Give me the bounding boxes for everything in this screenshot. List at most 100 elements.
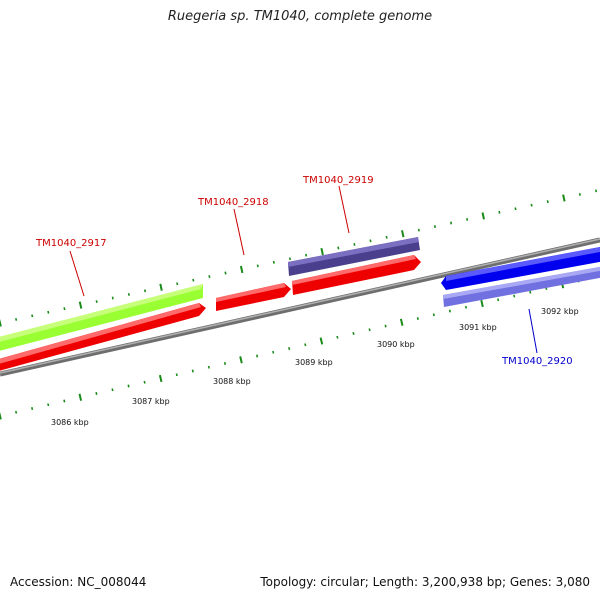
upper-track-minor-tick — [514, 207, 517, 211]
gene-label-2918[interactable]: TM1040_2918 — [197, 197, 269, 208]
lower-track-minor-tick — [368, 328, 371, 332]
upper-track-minor-tick — [111, 296, 114, 300]
upper-track-minor-tick — [288, 257, 291, 261]
upper-track-minor-tick — [337, 246, 340, 250]
scale-label-3089: 3089 kbp — [295, 358, 333, 367]
upper-track-minor-tick — [208, 275, 211, 278]
upper-track-major-tick — [0, 319, 2, 327]
lower-track-minor-tick — [432, 313, 435, 317]
lower-track-minor-tick — [127, 384, 130, 388]
lower-track-minor-tick — [464, 305, 468, 309]
upper-track-major-tick — [239, 265, 244, 274]
lower-track-major-tick — [158, 374, 163, 383]
lower-track-minor-tick — [47, 403, 50, 407]
lower-track-minor-tick — [256, 354, 259, 358]
lower-track-minor-tick — [175, 373, 178, 377]
upper-track-minor-tick — [143, 289, 147, 293]
upper-track-minor-tick — [127, 293, 130, 296]
upper-track-minor-tick — [433, 225, 436, 229]
lower-track-major-tick — [78, 393, 83, 401]
upper-track-minor-tick — [450, 221, 453, 225]
callout-line-2917 — [69, 250, 85, 297]
cds-feature-lightblue-2920[interactable] — [443, 266, 600, 307]
lower-track-minor-tick — [352, 332, 355, 335]
upper-track-major-tick — [320, 247, 324, 256]
lower-track-minor-tick — [191, 369, 194, 373]
lower-track-minor-tick — [529, 290, 532, 294]
upper-track-minor-tick — [31, 314, 34, 318]
upper-track-minor-tick — [385, 235, 388, 239]
upper-track-minor-tick — [369, 239, 372, 243]
gene-label-2917[interactable]: TM1040_2917 — [35, 238, 107, 249]
upper-track-minor-tick — [176, 282, 179, 286]
scale-label-3086: 3086 kbp — [51, 418, 89, 427]
scale-label-3087: 3087 kbp — [132, 397, 170, 406]
lower-track-minor-tick — [95, 392, 98, 395]
upper-track-minor-tick — [466, 218, 469, 221]
upper-track-minor-tick — [498, 210, 501, 214]
upper-track-major-tick — [159, 283, 163, 291]
scale-label-3090: 3090 kbp — [377, 340, 415, 349]
upper-track-minor-tick — [305, 253, 308, 257]
lower-track-minor-tick — [513, 294, 516, 298]
gene-feature-green[interactable] — [0, 284, 203, 352]
lower-track-major-tick — [319, 337, 324, 345]
upper-track-minor-tick — [546, 200, 549, 204]
lower-track-minor-tick — [223, 362, 227, 365]
gene-label-2920[interactable]: TM1040_2920 — [501, 356, 573, 367]
upper-track-major-tick — [481, 212, 485, 220]
lower-track-minor-tick — [272, 350, 275, 354]
upper-track-minor-tick — [192, 278, 195, 282]
gene-label-2919[interactable]: TM1040_2919 — [302, 175, 374, 186]
lower-track-major-tick — [239, 356, 243, 364]
upper-track-major-tick — [78, 301, 83, 309]
upper-track-minor-tick — [417, 228, 420, 232]
upper-track-minor-tick — [256, 264, 259, 268]
callout-line-2920 — [528, 308, 538, 354]
cds-feature-navy-2919[interactable] — [288, 237, 420, 276]
lower-track-minor-tick — [207, 365, 210, 369]
lower-track-major-tick — [399, 318, 404, 326]
upper-track-minor-tick — [63, 307, 66, 311]
lower-track-minor-tick — [336, 335, 339, 339]
gene-feature-red-2917[interactable] — [0, 303, 206, 372]
gene-feature-red-2919[interactable] — [292, 255, 421, 295]
genome-backbone-highlight — [0, 238, 600, 374]
tick-track-upper — [0, 189, 598, 327]
scale-label-3092: 3092 kbp — [541, 307, 579, 316]
upper-track-minor-tick — [95, 300, 98, 303]
lower-track-minor-tick — [416, 317, 419, 320]
lower-track-minor-tick — [384, 324, 387, 328]
upper-track-minor-tick — [595, 189, 598, 193]
upper-track-minor-tick — [224, 271, 227, 275]
lower-track-minor-tick — [15, 410, 18, 414]
lower-track-minor-tick — [31, 407, 34, 410]
lower-track-major-tick — [0, 412, 2, 420]
lower-track-minor-tick — [63, 399, 66, 403]
lower-track-minor-tick — [448, 309, 451, 313]
accession-text: Accession: NC_008044 — [10, 575, 147, 589]
lower-track-minor-tick — [497, 298, 500, 302]
upper-track-minor-tick — [530, 203, 533, 207]
lower-track-major-tick — [480, 299, 484, 308]
upper-track-minor-tick — [578, 193, 581, 196]
upper-track-minor-tick — [47, 310, 50, 314]
map-title: Ruegeria sp. TM1040, complete genome — [167, 9, 433, 24]
scale-label-3088: 3088 kbp — [213, 377, 251, 386]
genome-summary-text: Topology: circular; Length: 3,200,938 bp… — [260, 575, 590, 589]
tick-track-lower — [0, 275, 596, 420]
upper-track-minor-tick — [272, 260, 275, 264]
upper-track-minor-tick — [353, 243, 356, 246]
genome-backbone — [0, 237, 600, 377]
lower-track-minor-tick — [304, 343, 307, 347]
callout-line-2918 — [233, 208, 245, 256]
lower-track-minor-tick — [111, 388, 114, 392]
scale-label-3091: 3091 kbp — [459, 323, 497, 332]
callout-line-2919 — [338, 185, 350, 234]
gene-feature-blue-2920[interactable] — [441, 246, 600, 290]
lower-track-minor-tick — [288, 347, 291, 350]
upper-track-major-tick — [401, 230, 405, 238]
gene-feature-red-2918[interactable] — [216, 283, 291, 311]
upper-track-major-tick — [562, 194, 566, 202]
